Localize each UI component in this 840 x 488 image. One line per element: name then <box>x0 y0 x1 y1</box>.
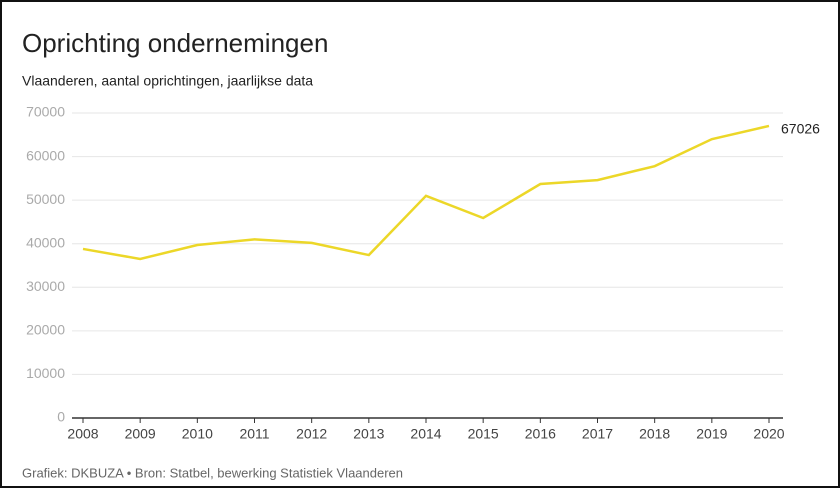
x-tick-label: 2018 <box>639 426 670 442</box>
y-tick-label: 40000 <box>26 234 65 250</box>
x-tick-label: 2014 <box>410 426 441 442</box>
x-tick-label: 2012 <box>296 426 327 442</box>
x-tick-label: 2020 <box>753 426 784 442</box>
source: Grafiek: DKBUZA • Bron: Statbel, bewerki… <box>22 465 403 480</box>
chart-title: Oprichting ondernemingen <box>22 28 328 58</box>
y-tick-label: 30000 <box>26 278 65 294</box>
x-tick-label: 2011 <box>239 426 269 442</box>
x-tick-label: 2008 <box>67 426 98 442</box>
x-tick-label: 2017 <box>582 426 613 442</box>
x-tick-label: 2015 <box>468 426 499 442</box>
data-label: 67026 <box>781 121 820 137</box>
x-tick-label: 2010 <box>182 426 213 442</box>
x-tick-label: 2016 <box>525 426 556 442</box>
chart-subtitle: Vlaanderen, aantal oprichtingen, jaarlij… <box>22 73 313 89</box>
x-tick-label: 2013 <box>353 426 384 442</box>
x-tick-label: 2009 <box>125 426 156 442</box>
x-tick-label: 2019 <box>696 426 727 442</box>
y-tick-label: 0 <box>57 409 65 425</box>
y-tick-label: 10000 <box>26 365 65 381</box>
y-tick-label: 50000 <box>26 191 65 207</box>
line <box>82 124 770 261</box>
y-tick-label: 20000 <box>26 322 65 338</box>
y-tick-label: 60000 <box>26 147 65 163</box>
y-tick-label: 70000 <box>26 104 65 120</box>
